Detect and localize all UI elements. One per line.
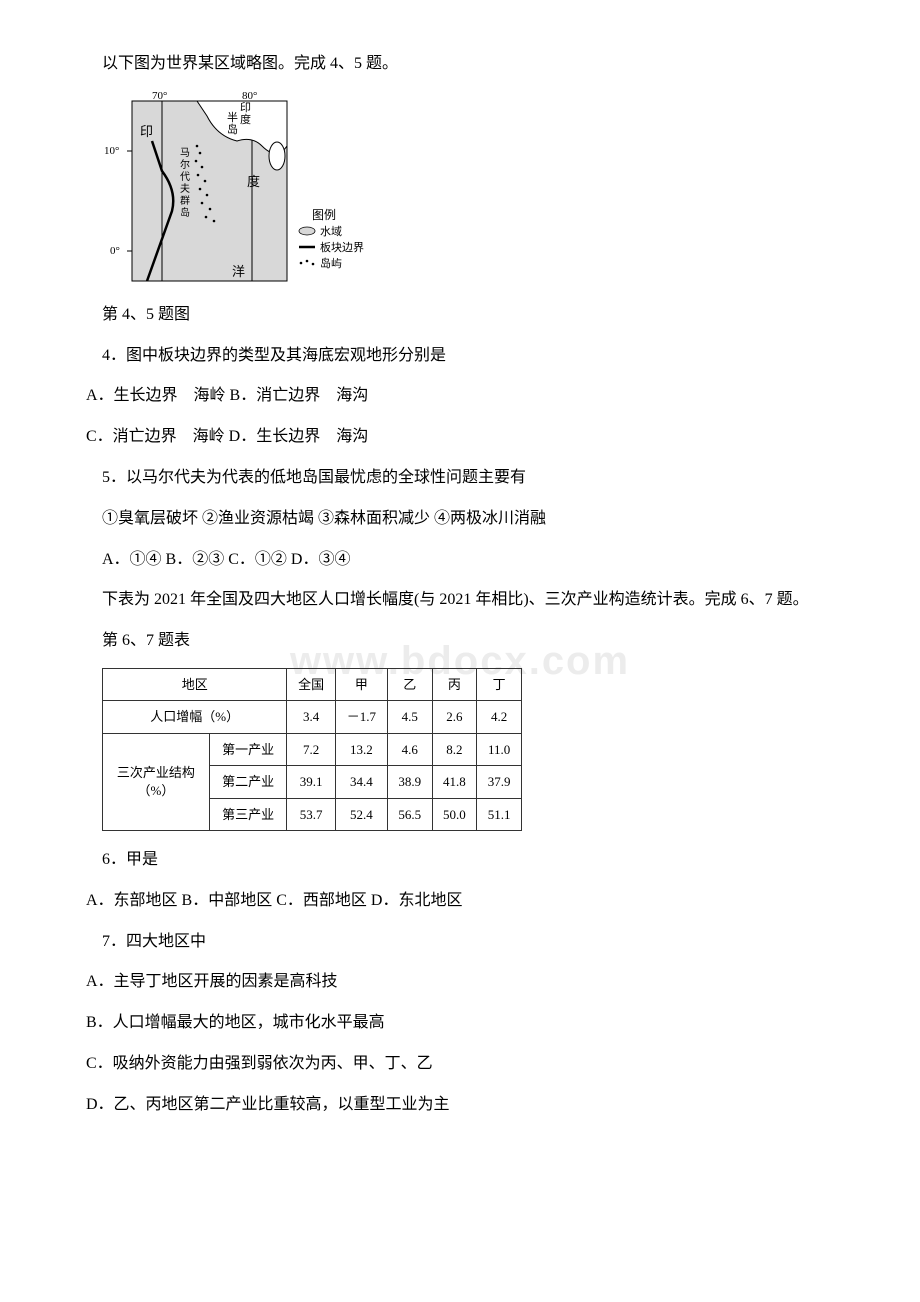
cell-p2-0: 39.1	[287, 766, 335, 798]
th-bing: 丙	[432, 668, 477, 700]
peninsula-label-3: 半	[227, 110, 238, 124]
peninsula-label-2: 度	[240, 112, 251, 126]
cell-pop-4: 4.2	[477, 701, 522, 733]
legend-island: 岛屿	[320, 256, 342, 270]
cell-pop-3: 2.6	[432, 701, 477, 733]
caption-6-7: 第 6、7 题表	[70, 627, 850, 656]
cell-p2-4: 37.9	[477, 766, 522, 798]
th-yi: 乙	[387, 668, 432, 700]
cell-p1-2: 4.6	[387, 733, 432, 765]
th-pop: 人口增幅（%）	[103, 701, 287, 733]
cell-p3-2: 56.5	[387, 798, 432, 830]
th-struct: 三次产业结构 （%）	[103, 733, 210, 830]
legend-title: 图例	[312, 208, 336, 222]
data-table: 地区 全国 甲 乙 丙 丁 人口增幅（%） 3.4 －1.7 4.5 2.6 4…	[102, 668, 522, 831]
q5-items: ①臭氧层破坏 ②渔业资源枯竭 ③森林面积减少 ④两极冰川消融	[70, 505, 850, 534]
q7-option-a: A．主导丁地区开展的因素是高科技	[86, 968, 850, 997]
th-p3: 第三产业	[209, 798, 287, 830]
cell-pop-1: －1.7	[335, 701, 387, 733]
cell-p3-1: 52.4	[335, 798, 387, 830]
cell-p2-1: 34.4	[335, 766, 387, 798]
ocean-yang-label: 洋	[232, 264, 245, 279]
th-struct-line2: （%）	[138, 783, 175, 798]
map-svg: 70° 80° 10° 0° 印 度 洋 印 度 半 岛 马 尔 代 夫 群 岛…	[102, 91, 382, 291]
intro-4-5: 以下图为世界某区域略图。完成 4、5 题。	[70, 50, 850, 79]
peninsula-label-4: 岛	[227, 122, 238, 136]
cell-p1-0: 7.2	[287, 733, 335, 765]
maldives-label-6: 岛	[180, 206, 190, 219]
lat-0-label: 0°	[110, 245, 120, 257]
th-region: 地区	[103, 668, 287, 700]
maldives-label-4: 夫	[180, 183, 190, 195]
q4-options-cd: C．消亡边界 海岭 D．生长边界 海沟	[86, 423, 850, 452]
th-struct-line1: 三次产业结构	[117, 765, 195, 780]
th-ding: 丁	[477, 668, 522, 700]
cell-p3-3: 50.0	[432, 798, 477, 830]
lon-80-label: 80°	[242, 91, 257, 102]
maldives-label-2: 尔	[180, 158, 190, 171]
th-national: 全国	[287, 668, 335, 700]
ocean-du-label: 度	[247, 174, 260, 189]
maldives-label-5: 群	[180, 194, 190, 207]
cell-p2-2: 38.9	[387, 766, 432, 798]
ocean-yin-label: 印	[140, 124, 153, 139]
peninsula-label-1: 印	[240, 101, 251, 114]
caption-4-5: 第 4、5 题图	[70, 301, 850, 330]
legend-water: 水域	[320, 225, 342, 238]
cell-pop-2: 4.5	[387, 701, 432, 733]
question-5: 5．以马尔代夫为代表的低地岛国最忧虑的全球性问题主要有	[70, 464, 850, 493]
lat-10-label: 10°	[104, 145, 119, 157]
question-4: 4．图中板块边界的类型及其海底宏观地形分别是	[70, 342, 850, 371]
th-p2: 第二产业	[209, 766, 287, 798]
maldives-label-1: 马	[180, 147, 190, 159]
lon-70-label: 70°	[152, 91, 167, 102]
q7-option-c: C．吸纳外资能力由强到弱依次为丙、甲、丁、乙	[86, 1050, 850, 1079]
cell-p1-1: 13.2	[335, 733, 387, 765]
q6-options: A．东部地区 B．中部地区 C．西部地区 D．东北地区	[86, 887, 850, 916]
q5-options: A．①④ B．②③ C．①② D．③④	[70, 546, 850, 575]
map-figure: 70° 80° 10° 0° 印 度 洋 印 度 半 岛 马 尔 代 夫 群 岛…	[102, 91, 382, 291]
cell-p1-3: 8.2	[432, 733, 477, 765]
th-jia: 甲	[335, 668, 387, 700]
maldives-label-3: 代	[180, 171, 190, 183]
question-7: 7．四大地区中	[70, 928, 850, 957]
intro-6-7: 下表为 2021 年全国及四大地区人口增长幅度(与 2021 年相比)、三次产业…	[70, 586, 850, 615]
question-6: 6．甲是	[70, 846, 850, 875]
cell-pop-0: 3.4	[287, 701, 335, 733]
cell-p3-0: 53.7	[287, 798, 335, 830]
q7-option-d: D．乙、丙地区第二产业比重较高，以重型工业为主	[86, 1091, 850, 1120]
cell-p2-3: 41.8	[432, 766, 477, 798]
legend-boundary: 板块边界	[320, 240, 364, 254]
cell-p1-4: 11.0	[477, 733, 522, 765]
q7-option-b: B．人口增幅最大的地区，城市化水平最高	[86, 1009, 850, 1038]
th-p1: 第一产业	[209, 733, 287, 765]
cell-p3-4: 51.1	[477, 798, 522, 830]
q4-options-ab: A．生长边界 海岭 B．消亡边界 海沟	[86, 382, 850, 411]
